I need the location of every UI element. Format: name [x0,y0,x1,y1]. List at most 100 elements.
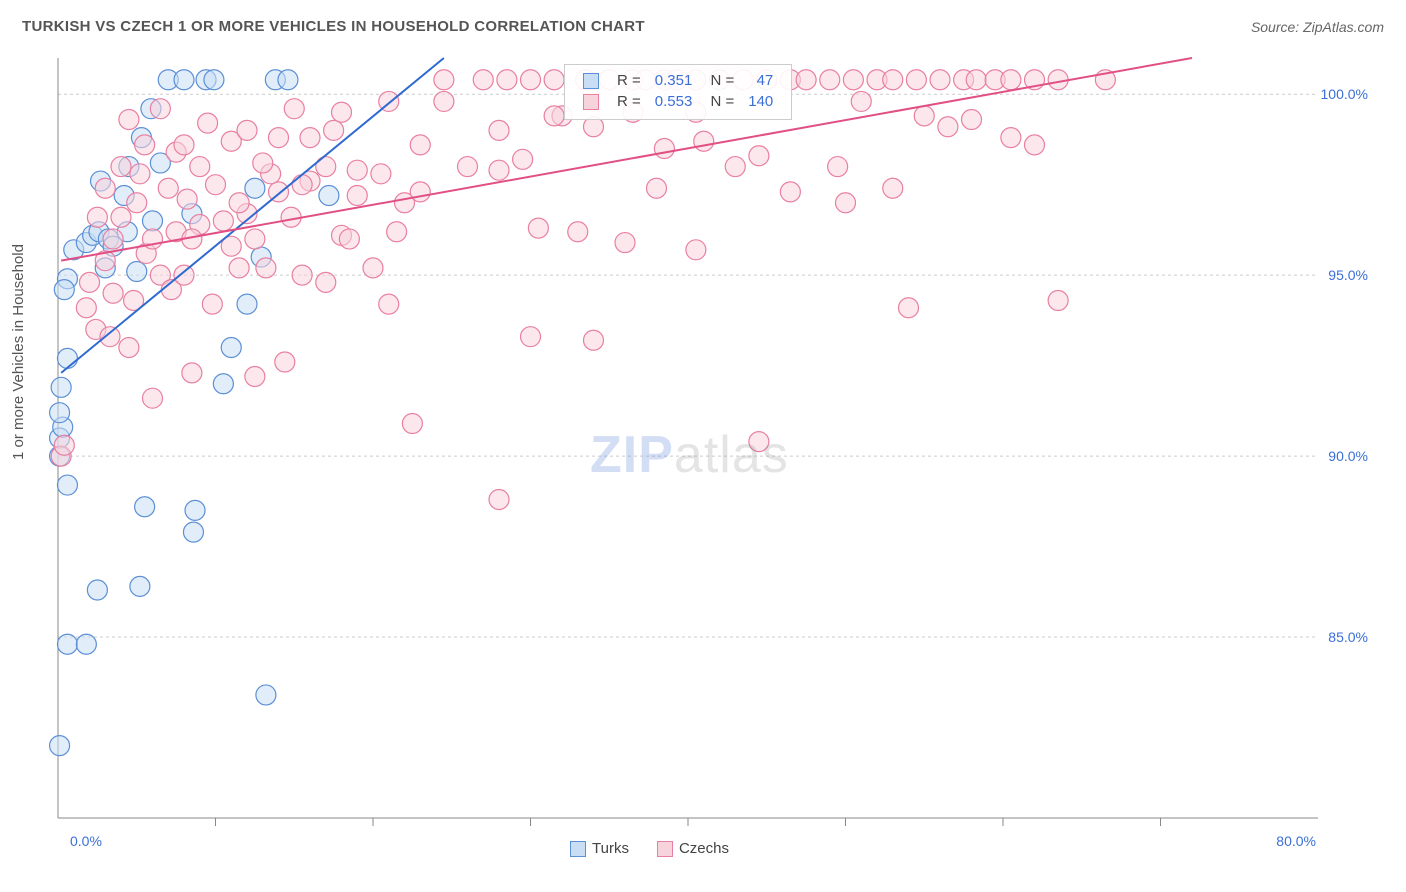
data-point [686,240,706,260]
data-point [174,135,194,155]
data-point [292,175,312,195]
legend-label: Czechs [679,840,729,857]
data-point [521,327,541,347]
data-point [100,327,120,347]
data-point [221,338,241,358]
data-point [749,432,769,452]
legend: Turks Czechs [570,840,757,857]
data-point [1001,128,1021,148]
stat-n-value: 47 [742,71,779,90]
data-point [725,157,745,177]
data-point [54,435,74,455]
data-point [489,490,509,510]
data-point [473,70,493,90]
data-point [183,522,203,542]
scatter-chart: 85.0%90.0%95.0%100.0%0.0%80.0% [48,50,1378,850]
data-point [143,388,163,408]
data-point [434,70,454,90]
data-point [87,580,107,600]
data-point [237,120,257,140]
data-point [513,149,533,169]
y-tick-label: 95.0% [1328,267,1368,283]
data-point [654,138,674,158]
chart-title: TURKISH VS CZECH 1 OR MORE VEHICLES IN H… [22,18,645,35]
data-point [111,157,131,177]
data-point [275,352,295,372]
data-point [966,70,986,90]
data-point [402,414,422,434]
chart-source: Source: ZipAtlas.com [1251,19,1384,35]
data-point [843,70,863,90]
data-point [245,366,265,386]
data-point [256,685,276,705]
x-tick-label: 80.0% [1276,833,1316,849]
data-point [883,70,903,90]
data-point [174,265,194,285]
stat-n-label: N = [700,71,740,90]
data-point [177,189,197,209]
data-point [300,128,320,148]
stat-r-label: R = [611,92,647,111]
legend-swatch [570,841,586,857]
data-point [135,135,155,155]
data-point [615,233,635,253]
data-point [1001,70,1021,90]
data-point [87,207,107,227]
data-point [316,272,336,292]
data-point [544,70,564,90]
data-point [647,178,667,198]
chart-area: 85.0%90.0%95.0%100.0%0.0%80.0% [48,50,1378,850]
data-point [363,258,383,278]
y-tick-label: 100.0% [1321,86,1368,102]
data-point [51,377,71,397]
stat-r-value: 0.351 [649,71,699,90]
data-point [489,160,509,180]
data-point [57,634,77,654]
data-point [245,229,265,249]
data-point [796,70,816,90]
x-tick-label: 0.0% [70,833,102,849]
data-point [347,160,367,180]
data-point [694,131,714,151]
data-point [229,258,249,278]
data-point [95,178,115,198]
data-point [930,70,950,90]
data-point [410,135,430,155]
data-point [528,218,548,238]
stat-n-label: N = [700,92,740,111]
y-axis-label: 1 or more Vehicles in Household [10,244,27,460]
data-point [158,178,178,198]
stats-box: R = 0.351 N = 47 R = 0.553 N = 140 [564,64,792,120]
legend-swatch [583,73,599,89]
y-tick-label: 90.0% [1328,448,1368,464]
data-point [237,294,257,314]
data-point [906,70,926,90]
data-point [324,120,344,140]
legend-label: Turks [592,840,629,857]
data-point [130,164,150,184]
legend-item: Czechs [657,840,729,857]
data-point [127,262,147,282]
data-point [103,229,123,249]
data-point [204,70,224,90]
data-point [76,634,96,654]
data-point [229,193,249,213]
legend-item: Turks [570,840,629,857]
data-point [130,576,150,596]
data-point [332,102,352,122]
data-point [182,363,202,383]
data-point [57,348,77,368]
legend-swatch [583,94,599,110]
data-point [206,175,226,195]
data-point [410,182,430,202]
data-point [458,157,478,177]
data-point [269,128,289,148]
stat-r-value: 0.553 [649,92,699,111]
data-point [198,113,218,133]
stat-row: R = 0.553 N = 140 [577,92,779,111]
data-point [190,157,210,177]
data-point [103,283,123,303]
legend-swatch [657,841,673,857]
data-point [568,222,588,242]
data-point [1048,70,1068,90]
